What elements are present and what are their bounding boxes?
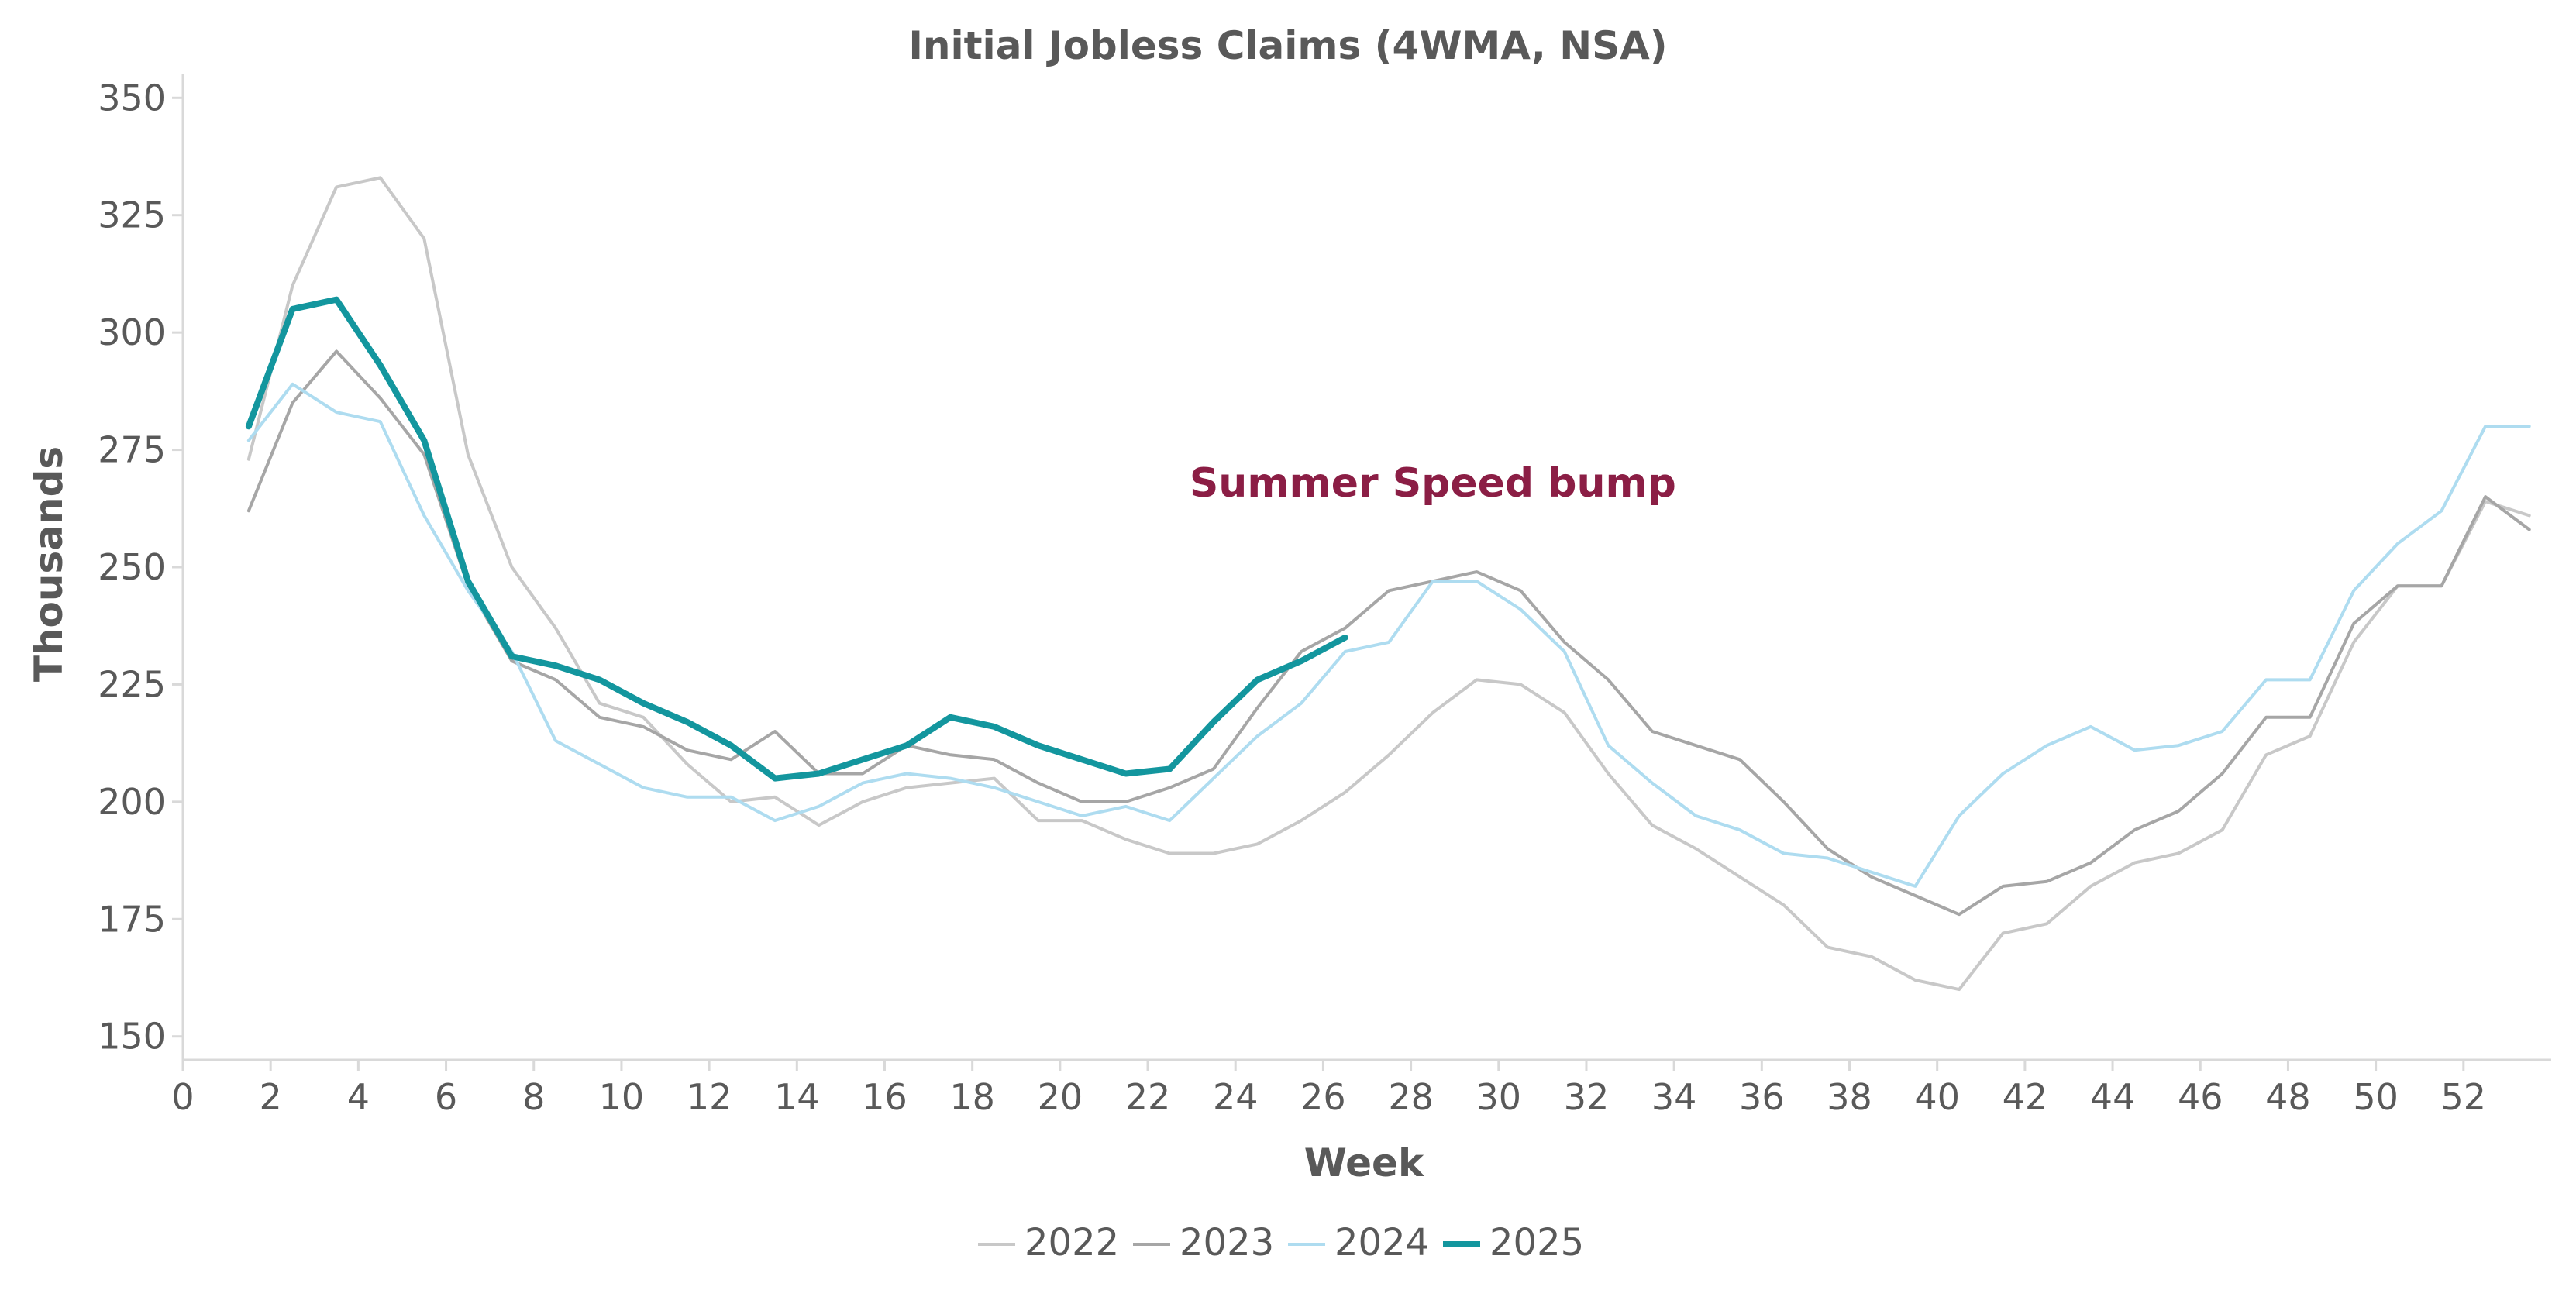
x-tick-label: 10 (599, 1076, 645, 1118)
x-tick-label: 52 (2441, 1076, 2487, 1118)
x-tick-label: 6 (435, 1076, 457, 1118)
legend-label: 2025 (1489, 1221, 1584, 1264)
legend-label: 2023 (1180, 1221, 1274, 1264)
x-tick-label: 38 (1827, 1076, 1872, 1118)
y-tick-label: 175 (98, 898, 166, 940)
series-line-2022 (246, 176, 2531, 992)
x-tick-label: 46 (2178, 1076, 2223, 1118)
x-tick-label: 16 (862, 1076, 907, 1118)
x-tick-label: 18 (949, 1076, 995, 1118)
x-tick-label: 34 (1651, 1076, 1697, 1118)
y-tick-label: 150 (98, 1016, 166, 1058)
x-tick-label: 26 (1300, 1076, 1346, 1118)
series-line-2024 (246, 382, 2531, 888)
x-tick-label: 20 (1038, 1076, 1083, 1118)
legend-item-2023: 2023 (1133, 1221, 1274, 1264)
legend-item-2022: 2022 (978, 1221, 1119, 1264)
y-tick-label: 300 (98, 311, 166, 353)
y-tick-label: 200 (98, 781, 166, 823)
x-tick-label: 30 (1476, 1076, 1522, 1118)
y-tick-label: 275 (98, 429, 166, 471)
y-tick-label: 350 (98, 77, 166, 119)
x-tick-label: 22 (1125, 1076, 1171, 1118)
legend: 2022 2023 2024 2025 (978, 1221, 1584, 1264)
x-tick-label: 2 (260, 1076, 282, 1118)
x-tick-label: 48 (2265, 1076, 2311, 1118)
y-tick-label: 250 (98, 546, 166, 588)
y-axis-label: Thousands (26, 446, 71, 682)
y-tick-label: 325 (98, 194, 166, 236)
series-line-2023 (246, 349, 2531, 917)
x-tick-label: 28 (1388, 1076, 1434, 1118)
legend-item-2025: 2025 (1443, 1221, 1584, 1264)
legend-item-2024: 2024 (1288, 1221, 1429, 1264)
y-tick-label: 225 (98, 663, 166, 705)
x-tick-label: 40 (1914, 1076, 1960, 1118)
x-tick-label: 12 (687, 1076, 732, 1118)
x-tick-label: 8 (522, 1076, 545, 1118)
x-tick-label: 4 (347, 1076, 370, 1118)
legend-label: 2024 (1334, 1221, 1429, 1264)
x-tick-label: 24 (1213, 1076, 1259, 1118)
series-layer (245, 176, 2531, 992)
x-tick-label: 0 (171, 1076, 194, 1118)
series-line-2025 (245, 296, 1348, 782)
x-tick-label: 44 (2090, 1076, 2136, 1118)
x-axis-label: Week (1304, 1140, 1425, 1185)
x-tick-label: 36 (1739, 1076, 1785, 1118)
x-tick-label: 42 (2003, 1076, 2048, 1118)
legend-label: 2022 (1025, 1221, 1119, 1264)
annotation-summer-speed-bump: Summer Speed bump (1190, 460, 1676, 507)
x-tick-label: 32 (1564, 1076, 1610, 1118)
x-tick-label: 14 (774, 1076, 820, 1118)
x-tick-label: 50 (2353, 1076, 2399, 1118)
chart-title: Initial Jobless Claims (4WMA, NSA) (908, 23, 1667, 68)
